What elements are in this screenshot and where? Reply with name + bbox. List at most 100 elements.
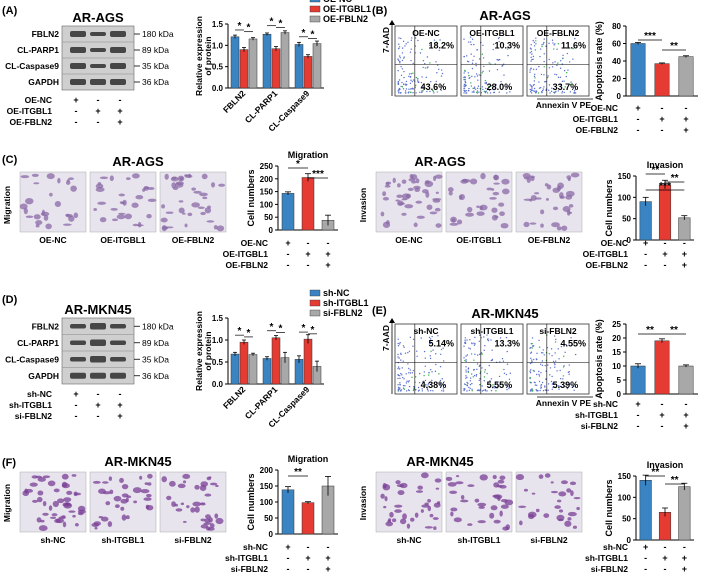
panel-c-inv-cell [466, 206, 473, 213]
panel-b-flow-dot [405, 92, 407, 94]
panel-e-flow-dot [463, 357, 465, 359]
panel-b-flow-dot [470, 43, 472, 46]
panel-b-flow-dot [573, 89, 576, 92]
panel-b-flow-dot [408, 75, 410, 78]
panel-c-mig-cell [161, 204, 166, 209]
panel-e-flow-dot [545, 370, 547, 372]
panel-b-group-label: OE-FBLN2 [576, 125, 619, 135]
panel-e-flow-dot [474, 336, 476, 339]
panel-d-protein-label: GAPDH [28, 371, 59, 381]
panel-f-inv-cell [427, 499, 432, 503]
panel-e-y-label: Apoptosis rate (%) [594, 319, 604, 399]
panel-e-flow-dot [551, 388, 553, 390]
panel-b-flow-dot [485, 90, 488, 92]
panel-e-flow-dot [529, 369, 532, 371]
panel-f-mig-cell [53, 488, 60, 493]
panel-e-flow-dot [409, 372, 412, 374]
panel-a-sign: - [119, 95, 122, 105]
panel-f-inv-cells [515, 473, 581, 529]
panel-b-flow-dot [464, 69, 466, 72]
panel-f-mig-cell [108, 476, 113, 481]
panel-b-flow-dot [476, 90, 479, 92]
panel-a-sign: + [95, 106, 100, 116]
panel-b-flow-dot [411, 87, 414, 90]
panel-b-sign: + [659, 114, 664, 124]
panel-d-sign: + [117, 400, 122, 410]
panel-b-quadrant-ur: 18.2% [428, 40, 454, 50]
panel-e-flow-dot [490, 359, 493, 362]
panel-c-label: (C) [2, 154, 18, 166]
panel-f-inv-cell [499, 475, 506, 480]
panel-a-protein-label: CL-PARP1 [17, 45, 59, 55]
panel-e-flow-dot [555, 338, 557, 341]
panel-e-flow-dot [487, 338, 489, 341]
panel-b-flow-dot [470, 53, 472, 55]
panel-d-legend-swatch [309, 299, 321, 307]
panel-b-flow-dot [572, 47, 574, 50]
panel-c-inv-cell [407, 187, 414, 192]
panel-b-flow-dot [435, 41, 438, 43]
panel-f-inv-bar [639, 480, 652, 541]
panel-e-flow-dot [541, 381, 544, 384]
panel-b-flow-dot [420, 81, 423, 84]
panel-f-mig-sign: + [325, 553, 330, 563]
panel-e-flow-dot [429, 355, 431, 357]
panel-f-inv-cell [474, 498, 480, 503]
panel-c-inv-cell [540, 223, 544, 228]
panel-e-flow-dot [422, 380, 425, 383]
panel-e-flow-dot [437, 335, 439, 337]
panel-f-inv-cell [560, 480, 568, 485]
panel-e-flow-dot [568, 364, 570, 366]
panel-a-sign: - [75, 106, 78, 116]
panel-e-flow-dot [555, 360, 557, 362]
panel-b-plot-name: OE-ITGBL1 [469, 28, 515, 38]
panel-c-inv-cell [433, 175, 437, 182]
panel-b-flow-dot [440, 84, 442, 87]
panel-f-mig-cell [73, 491, 78, 497]
panel-b-flow-dot [574, 92, 577, 94]
panel-c-inv-cell [540, 209, 545, 215]
panel-c-inv-cells [380, 173, 443, 228]
panel-e-bar [654, 340, 670, 395]
panel-e-flow-dot [543, 354, 545, 356]
panel-e-flow-dot [529, 352, 532, 354]
panel-f-inv-cell [479, 474, 488, 481]
panel-b-flow-dot [421, 90, 423, 92]
panel-e-flow-dot [530, 389, 532, 392]
panel-b-flow-dot [565, 75, 567, 78]
panel-b-flow-dot [551, 39, 554, 41]
panel-f-inv-cell [402, 513, 407, 520]
panel-c-invasion-side-label: Invasion [358, 188, 368, 222]
panel-a-asterisk-marker: * [311, 30, 315, 41]
panel-d-blot-band [110, 340, 126, 345]
panel-b-flow-dot [553, 48, 555, 50]
panel-e-sign: - [661, 399, 664, 409]
panel-b-flow-dot [538, 81, 540, 83]
panel-b-flow-dot [400, 85, 402, 88]
panel-c-inv-cell [382, 191, 387, 197]
panel-b-flow-dot [485, 87, 487, 90]
panel-b-flow-dot [412, 79, 415, 81]
panel-c-mig-cell [137, 221, 142, 228]
panel-f-mig-cell [37, 490, 44, 496]
panel-a-sign: + [73, 95, 78, 105]
panel-e-flow-dot [466, 381, 468, 384]
panel-e-flow-dot [399, 387, 401, 389]
panel-f-inv-cell [519, 520, 523, 526]
panel-f-mig-cell [133, 500, 138, 504]
panel-b-flow-dot [465, 92, 467, 94]
panel-d-protein-label: FBLN2 [32, 321, 60, 331]
panel-e-flow-dot [540, 386, 543, 389]
panel-e-flow-dot [407, 363, 409, 365]
panel-e-flow-dot [465, 360, 467, 363]
panel-e-flow-dot [397, 390, 399, 392]
panel-b-flow-dot [412, 92, 414, 94]
panel-b-flow-dot [543, 66, 545, 68]
panel-a-asterisk-marker: * [238, 21, 242, 32]
panel-a-blot-band [70, 47, 86, 53]
panel-e-flow-dot [544, 389, 547, 391]
panel-f-mig-cell [120, 498, 128, 504]
panel-b-flow-dot [530, 89, 533, 92]
panel-e-flow-dot [466, 339, 468, 341]
panel-b-flow-dot [407, 92, 410, 94]
